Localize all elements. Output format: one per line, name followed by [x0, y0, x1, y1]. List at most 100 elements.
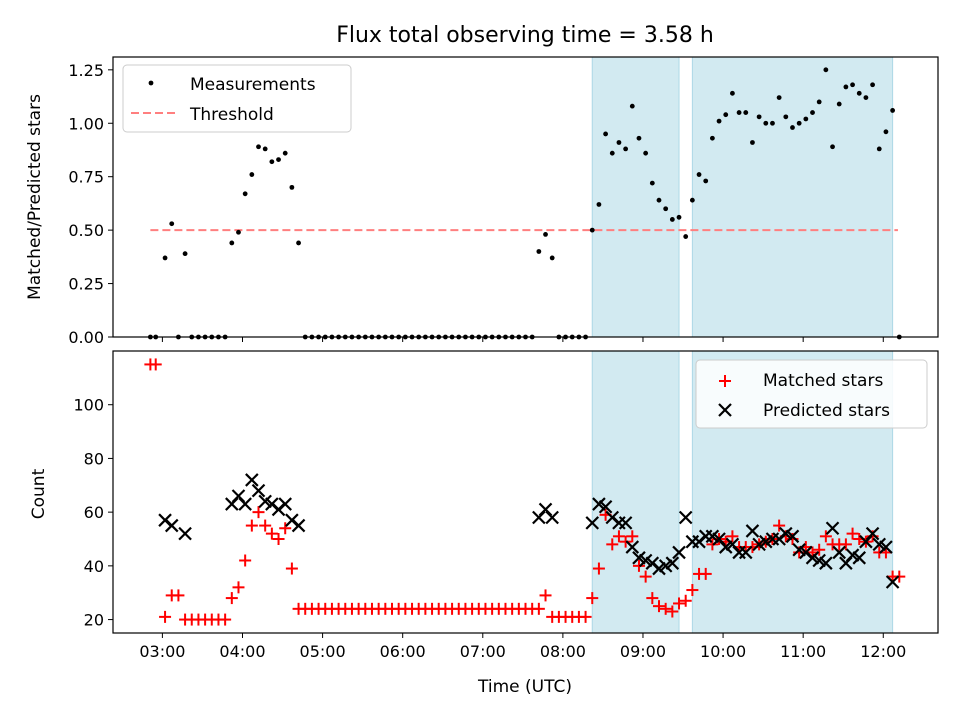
- matched-star-point: [639, 570, 652, 583]
- measurement-point: [683, 234, 689, 239]
- legend-matched-marker: [719, 375, 731, 387]
- matched-star-point: [159, 610, 172, 623]
- predicted-star-point: [251, 483, 266, 498]
- predicted-star-point: [291, 518, 306, 533]
- bottom-xtick-label: 07:00: [460, 642, 506, 661]
- matched-star-point: [265, 527, 278, 540]
- legend-measurements-label: Measurements: [190, 75, 316, 95]
- top-ytick-label: 0.50: [68, 221, 104, 240]
- measurement-point: [890, 108, 896, 113]
- measurement-point: [803, 116, 809, 122]
- x-b: [725, 537, 740, 552]
- measurement-point: [543, 232, 548, 237]
- x-b: [632, 551, 646, 565]
- bottom-xtick-label: 05:00: [300, 642, 346, 661]
- predicted-star-point: [678, 510, 693, 525]
- bottom-xtick-label: 09:00: [620, 642, 666, 661]
- measurement-point: [676, 214, 682, 220]
- matched-star-point: [149, 358, 162, 371]
- matched-star-point: [699, 567, 712, 580]
- matched-star-point: [686, 584, 699, 597]
- bottom-xlabel: Time (UTC): [477, 677, 572, 697]
- predicted-star-point: [238, 497, 252, 511]
- x-b: [745, 524, 760, 538]
- x-b: [605, 510, 620, 525]
- matched-star-point: [893, 570, 906, 583]
- measurement-point: [703, 178, 709, 184]
- measurement-point: [663, 206, 669, 212]
- matched-star-point: [579, 610, 592, 623]
- matched-star-point: [673, 597, 686, 610]
- bottom-xtick-label: 03:00: [139, 642, 185, 661]
- bottom-shaded-interval: [591, 350, 680, 634]
- matched-star-point: [279, 522, 292, 535]
- predicted-star-point: [672, 545, 686, 560]
- predicted-star-point: [278, 497, 292, 511]
- x-b: [265, 497, 279, 511]
- x-b: [678, 510, 693, 525]
- x-b: [825, 521, 840, 536]
- x-b: [819, 556, 833, 570]
- measurement-point: [689, 197, 695, 203]
- predicted-star-point: [618, 516, 633, 530]
- bottom-xtick-label: 04:00: [219, 642, 265, 661]
- predicted-star-point: [819, 556, 833, 570]
- x-b: [625, 540, 640, 554]
- measurement-point: [589, 227, 595, 233]
- predicted-star-point: [832, 545, 846, 560]
- measurement-point: [616, 140, 622, 145]
- x-b: [158, 513, 172, 527]
- matched-star-point: [259, 519, 272, 532]
- measurement-point: [823, 67, 829, 73]
- x-b: [231, 489, 246, 503]
- x-b: [258, 494, 272, 509]
- top-ytick-label: 0.00: [68, 328, 104, 347]
- matched-star-point: [846, 527, 859, 540]
- matched-star-point: [239, 554, 252, 567]
- bottom-ytick-label: 80: [84, 449, 104, 468]
- x-b: [832, 545, 846, 560]
- measurement-point: [629, 103, 635, 109]
- measurement-point: [790, 125, 795, 130]
- top-ylabel: Matched/Predicted stars: [25, 94, 45, 300]
- x-b: [785, 529, 800, 544]
- measurement-point: [756, 114, 762, 120]
- measurement-point: [669, 217, 675, 222]
- measurement-point: [736, 110, 742, 115]
- x-b: [164, 518, 179, 533]
- measurement-point: [636, 135, 642, 141]
- matched-star-point: [606, 538, 619, 551]
- x-b: [812, 553, 826, 568]
- matched-star-point: [592, 562, 605, 575]
- matched-star-point: [773, 519, 786, 532]
- measurement-point: [169, 221, 175, 227]
- x-b: [872, 537, 887, 552]
- matched-star-point: [586, 592, 599, 605]
- x-b: [845, 548, 860, 562]
- matched-star-point: [285, 562, 298, 575]
- predicted-star-point: [585, 516, 600, 530]
- measurement-point: [236, 229, 241, 235]
- measurement-point: [296, 240, 301, 246]
- x-b: [879, 540, 893, 554]
- predicted-star-point: [885, 575, 900, 589]
- bottom-xtick-label: 06:00: [380, 642, 426, 661]
- measurement-point: [770, 120, 775, 126]
- predicted-star-point: [665, 556, 680, 570]
- predicted-star-point: [625, 540, 640, 554]
- measurement-point: [843, 84, 849, 90]
- x-b: [251, 483, 266, 498]
- measurement-point: [830, 144, 835, 150]
- x-b: [278, 497, 292, 511]
- measurement-point: [856, 90, 862, 96]
- bottom-xtick-label: 10:00: [700, 642, 746, 661]
- predicted-star-point: [785, 529, 800, 544]
- measurement-point: [750, 140, 755, 145]
- predicted-star-point: [178, 526, 192, 541]
- measurement-point: [603, 131, 608, 137]
- bottom-ytick-label: 20: [84, 611, 104, 630]
- x-b: [645, 556, 660, 570]
- matched-star-point: [646, 592, 659, 605]
- bottom-panel: 20 40 60 80 100 03:00 04:00 05:00 06:00 07:00 08:0…: [73, 350, 939, 661]
- matched-star-point: [619, 535, 632, 548]
